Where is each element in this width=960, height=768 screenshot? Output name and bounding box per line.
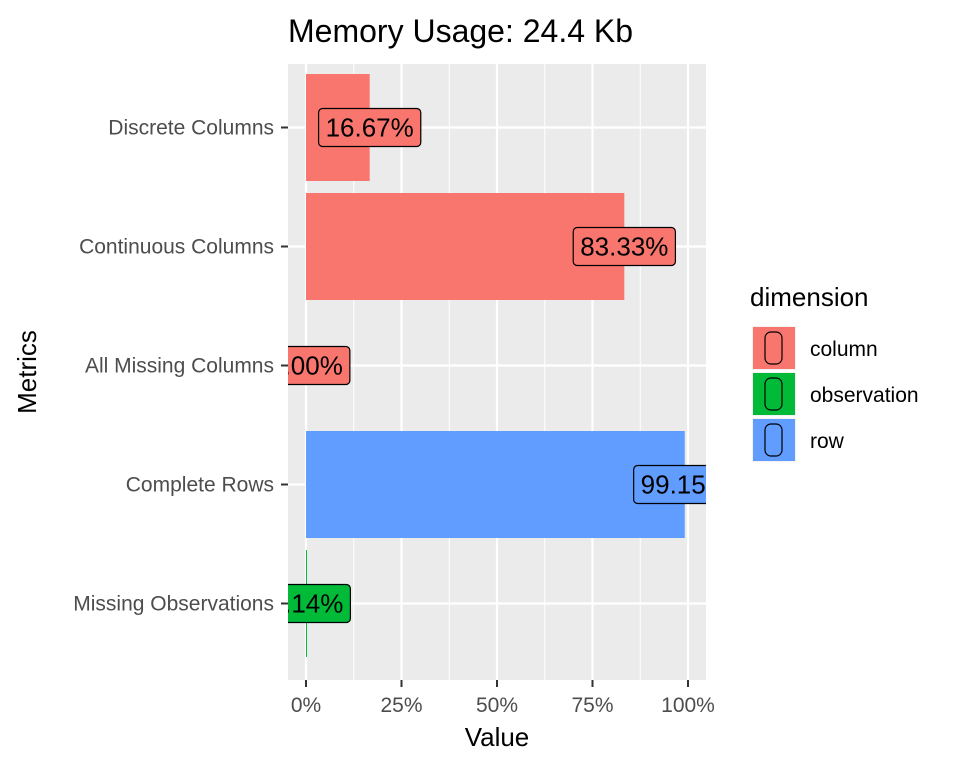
data-label: 0.00% — [269, 351, 343, 381]
legend: dimension column observation row — [750, 282, 919, 462]
data-label-group: 16.67% — [317, 107, 422, 148]
bar-continuous-columns — [306, 193, 625, 300]
data-label-group: 83.33% — [572, 226, 677, 267]
data-label: 83.33% — [580, 232, 668, 262]
y-tick-label: All Missing Columns — [85, 355, 274, 378]
x-tick-label: 100% — [661, 694, 715, 717]
y-tick-label: Complete Rows — [126, 474, 274, 497]
data-label-box — [317, 107, 422, 148]
data-labels: 16.67% 83.33% 0.00% 99.15% 0.14% — [269, 107, 729, 624]
legend-label-glyph — [764, 331, 783, 365]
legend-title: dimension — [750, 282, 869, 312]
legend-label-glyph — [764, 377, 783, 411]
x-tick-label: 50% — [476, 694, 518, 717]
data-label-box — [572, 226, 677, 267]
data-label-box — [288, 583, 352, 624]
data-label: 99.15% — [641, 470, 729, 500]
x-tick-label: 0% — [291, 694, 321, 717]
data-label-group: 0.14% — [270, 583, 352, 624]
legend-label-observation: observation — [810, 384, 919, 407]
x-tick-label: 75% — [571, 694, 613, 717]
y-tick-label: Continuous Columns — [79, 236, 274, 259]
legend-label-column: column — [810, 338, 878, 361]
x-axis-title: Value — [465, 722, 530, 752]
data-label-box — [633, 464, 706, 505]
data-label-group: 99.15% — [633, 464, 729, 505]
chart-title: Memory Usage: 24.4 Kb — [288, 13, 633, 49]
data-label-box — [288, 345, 351, 386]
legend-label-glyph — [764, 423, 783, 457]
y-tick-label: Discrete Columns — [108, 117, 274, 140]
y-tick-label: Missing Observations — [73, 593, 274, 616]
legend-label-row: row — [810, 430, 845, 453]
data-label: 16.67% — [326, 113, 414, 143]
data-label: 0.14% — [270, 589, 344, 619]
data-label-group: 0.00% — [269, 345, 351, 386]
bars — [306, 74, 685, 657]
x-axis: 0% 25% 50% 75% 100% — [291, 680, 715, 717]
x-tick-label: 25% — [380, 694, 422, 717]
y-axis: Discrete Columns Continuous Columns All Mi… — [73, 117, 288, 616]
y-axis-title: Metrics — [12, 330, 42, 414]
bar-complete-rows — [306, 431, 685, 538]
